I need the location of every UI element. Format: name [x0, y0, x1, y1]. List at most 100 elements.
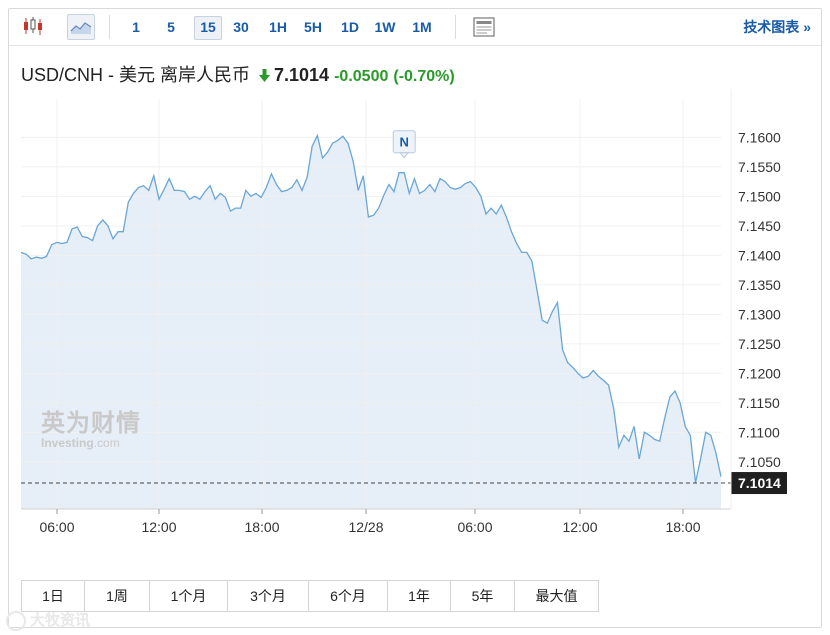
down-arrow-icon [259, 66, 271, 87]
toolbar-divider [109, 15, 110, 39]
price-point [280, 190, 283, 193]
price-point [403, 171, 406, 174]
price-point [576, 372, 579, 375]
interval-5h[interactable]: 5H [304, 19, 322, 35]
price-point [331, 142, 334, 145]
price-point [311, 145, 314, 148]
price-point [203, 190, 206, 193]
price-point [50, 243, 53, 246]
period-6-months[interactable]: 6个月 [309, 581, 388, 611]
price-point [587, 375, 590, 378]
price-point [485, 213, 488, 216]
price-point [551, 310, 554, 313]
price-point [382, 194, 385, 197]
price-point [433, 190, 436, 193]
period-max[interactable]: 最大值 [515, 581, 598, 611]
price-point [597, 375, 600, 378]
price-point [45, 255, 48, 258]
price-point [101, 218, 104, 221]
price-point [658, 440, 661, 443]
price-point [106, 224, 109, 227]
period-1-year[interactable]: 1年 [388, 581, 451, 611]
price-point [40, 257, 43, 260]
x-tick-label: 12:00 [141, 519, 176, 535]
price-point [525, 251, 528, 254]
y-tick-label: 7.1400 [738, 247, 781, 263]
price-point [60, 242, 63, 245]
price-point [674, 390, 677, 393]
price-point [418, 192, 421, 195]
price-point [321, 157, 324, 160]
price-point [86, 236, 89, 239]
corner-brand: 大牧资讯 [6, 609, 90, 632]
candlestick-icon[interactable] [21, 15, 45, 37]
y-tick-label: 7.1550 [738, 159, 781, 175]
x-tick-label: 06:00 [457, 519, 492, 535]
price-point [188, 198, 191, 201]
period-3-months[interactable]: 3个月 [228, 581, 309, 611]
period-selector: 1日 1周 1个月 3个月 6个月 1年 5年 最大值 [21, 580, 599, 612]
price-point [633, 425, 636, 428]
price-chart[interactable]: 7.1600 7.1550 7.1500 7.1450 7.1400 7.1350 7.13… [9, 9, 821, 569]
interval-15min[interactable]: 15 [194, 16, 222, 40]
price-point [30, 257, 33, 260]
price-point [592, 369, 595, 372]
price-point [439, 177, 442, 180]
price-point [536, 289, 539, 292]
period-1-month[interactable]: 1个月 [150, 581, 228, 611]
y-tick-label: 7.1150 [738, 395, 780, 411]
price-change: -0.0500 [334, 68, 389, 85]
y-tick-label: 7.1450 [738, 218, 781, 234]
price-point [295, 178, 298, 181]
period-1-day[interactable]: 1日 [22, 581, 85, 611]
price-point [459, 186, 462, 189]
period-5-years[interactable]: 5年 [451, 581, 515, 611]
price-point [265, 186, 268, 189]
x-tick-label: 18:00 [244, 519, 279, 535]
price-point [449, 186, 452, 189]
technical-chart-link[interactable]: 技术图表 » [743, 19, 811, 35]
interval-5min[interactable]: 5 [167, 19, 175, 35]
price-point [142, 184, 145, 187]
brand-logo-icon [6, 611, 26, 632]
area-chart-icon[interactable] [67, 14, 95, 40]
price-point [367, 216, 370, 219]
price-point [413, 177, 416, 180]
interval-30min[interactable]: 30 [233, 19, 249, 35]
price-point [663, 416, 666, 419]
price-point [622, 434, 625, 437]
interval-1min[interactable]: 1 [132, 19, 140, 35]
y-tick-label: 7.1250 [738, 336, 781, 352]
news-event-pointer [399, 152, 410, 159]
interval-1w[interactable]: 1W [374, 19, 396, 35]
chart-toolbar: 1 5 15 30 1H 5H 1D 1W 1M 技术图表 » [9, 9, 821, 46]
price-point [122, 230, 125, 233]
price-point [290, 186, 293, 189]
price-point [326, 151, 329, 154]
price-point [653, 438, 656, 441]
interval-1m[interactable]: 1M [412, 19, 432, 35]
price-point [530, 260, 533, 263]
price-point [474, 186, 477, 189]
news-icon[interactable] [472, 15, 496, 39]
instrument-name: USD/CNH - 美元 离岸人民币 [21, 65, 250, 85]
price-point [387, 183, 390, 186]
price-point [260, 196, 263, 199]
price-point [341, 135, 344, 138]
price-point [679, 401, 682, 404]
price-point [694, 481, 697, 484]
y-tick-label: 7.1200 [738, 365, 781, 381]
price-point [689, 434, 692, 437]
price-point [96, 224, 99, 227]
price-point [71, 227, 74, 230]
period-1-week[interactable]: 1周 [85, 581, 150, 611]
price-point [566, 361, 569, 364]
x-tick-label: 06:00 [39, 519, 74, 535]
watermark-domain: .com [93, 436, 120, 450]
price-point [270, 172, 273, 175]
price-point [147, 189, 150, 192]
price-point [714, 452, 717, 455]
interval-1d[interactable]: 1D [341, 19, 359, 35]
interval-1h[interactable]: 1H [269, 19, 287, 35]
watermark-brand: Investing [41, 436, 94, 450]
